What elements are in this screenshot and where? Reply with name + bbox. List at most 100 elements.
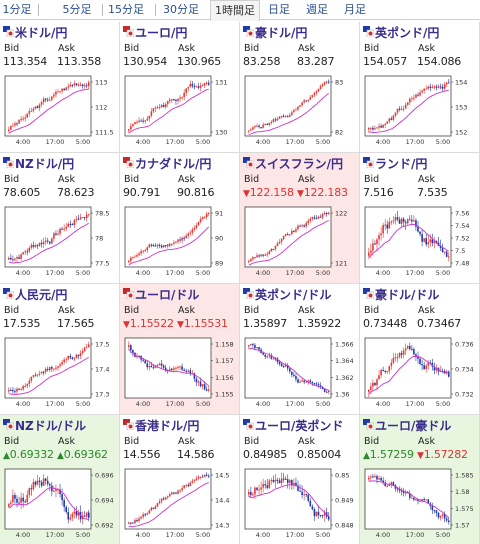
rate-tile[interactable]: 香港ドル/円 Bid Ask 14.556 14.586 14.5 14.4 14.3 4:00… bbox=[120, 415, 239, 544]
candlestick-chart[interactable]: 91 90 89 4:00 17:00 5:00 bbox=[123, 203, 236, 283]
currency-pair-link[interactable]: ランド/円 bbox=[375, 157, 428, 171]
plot-area bbox=[364, 75, 452, 137]
rate-tile[interactable]: ユーロ/豪ドル Bid Ask ▲1.57259 ▼1.57282 1.585 1.58 1.… bbox=[360, 415, 479, 544]
candlestick-chart[interactable]: 0.696 0.694 0.692 4:00 17:00 5:00 bbox=[3, 465, 116, 544]
currency-pair-link[interactable]: NZドル/ドル bbox=[15, 419, 87, 433]
bid-price-value: 122.158 bbox=[249, 186, 294, 199]
candle-body bbox=[291, 371, 293, 375]
tab-1hour[interactable]: 1時間足 bbox=[210, 0, 260, 21]
rate-tile[interactable]: ユーロ/ドル Bid Ask ▼1.15522 ▼1.15531 1.158 1.157 1.… bbox=[120, 284, 239, 414]
x-tick-label: 17:00 bbox=[166, 269, 185, 277]
currency-pair-link[interactable]: 豪ドル/円 bbox=[255, 26, 308, 40]
candle-body bbox=[282, 116, 285, 118]
currency-pair-link[interactable]: 米ドル/円 bbox=[15, 26, 68, 40]
candlestick-chart[interactable]: 122 121 4:00 17:00 5:00 bbox=[243, 203, 356, 283]
candle-body bbox=[61, 494, 63, 501]
currency-pair-link[interactable]: 香港ドル/円 bbox=[135, 419, 200, 433]
candlestick-chart[interactable]: 1.366 1.364 1.362 1.36 4:00 17:00 5:00 bbox=[243, 334, 356, 414]
candlestick-chart[interactable]: 1.585 1.58 1.575 1.57 4:00 17:00 5:00 bbox=[363, 465, 476, 544]
candlestick-chart[interactable]: 14.5 14.4 14.3 4:00 17:00 5:00 bbox=[123, 465, 236, 544]
tab-weekly[interactable]: 週足 bbox=[306, 3, 328, 16]
candle-body bbox=[46, 368, 49, 371]
currency-pair-link[interactable]: カナダドル/円 bbox=[135, 157, 212, 171]
candle-body bbox=[59, 364, 61, 367]
candle-body bbox=[309, 218, 312, 221]
candle-body bbox=[325, 81, 328, 83]
rate-tile[interactable]: ユーロ/英ポンド Bid Ask 0.84985 0.85004 0.85 0.849 0.8… bbox=[240, 415, 359, 544]
candle-body bbox=[40, 102, 43, 105]
tab-1min[interactable]: 1分足 bbox=[2, 3, 32, 16]
tab-5min[interactable]: 5分足 bbox=[62, 3, 92, 16]
candle-body bbox=[248, 345, 250, 347]
currency-pair-link[interactable]: 英ポンド/ドル bbox=[255, 288, 332, 302]
candlestick-chart[interactable]: 1.158 1.157 1.156 1.155 4:00 17:00 5:00 bbox=[123, 334, 236, 414]
candlestick-chart[interactable]: 154 153 152 4:00 17:00 5:00 bbox=[363, 72, 476, 152]
candlestick-chart[interactable]: 7.56 7.54 7.52 7.5 7.48 4:00 17:00 5:00 bbox=[363, 203, 476, 283]
candlestick-chart[interactable]: 0.736 0.734 0.732 4:00 17:00 5:00 bbox=[363, 334, 476, 414]
tab-daily[interactable]: 日足 bbox=[268, 3, 290, 16]
rate-tile[interactable]: NZドル/ドル Bid Ask ▲0.69332 ▲0.69362 0.696 0.694 0… bbox=[0, 415, 119, 544]
currency-pair-link[interactable]: 豪ドル/ドル bbox=[375, 288, 440, 302]
candlestick-chart[interactable]: 0.85 0.849 0.848 4:00 17:00 5:00 bbox=[243, 465, 356, 544]
currency-pair-link[interactable]: 人民元/円 bbox=[15, 288, 68, 302]
currency-pair-link[interactable]: ユーロ/英ポンド bbox=[255, 419, 344, 433]
candle-body bbox=[187, 484, 190, 487]
currency-pair-link[interactable]: ユーロ/豪ドル bbox=[375, 419, 452, 433]
rate-tile[interactable]: ランド/円 Bid Ask 7.516 7.535 7.56 7.54 7.52 7.5 7.48… bbox=[360, 153, 479, 283]
rate-tile[interactable]: カナダドル/円 Bid Ask 90.791 90.816 91 90 89 4:00 17:00… bbox=[120, 153, 239, 283]
bid-label: Bid bbox=[124, 436, 140, 447]
candle-body bbox=[266, 254, 269, 256]
rate-tile[interactable]: 人民元/円 Bid Ask 17.535 17.565 17.5 17.4 17.3 4:00 1… bbox=[0, 284, 119, 414]
candlestick-chart[interactable]: 17.5 17.4 17.3 4:00 17:00 5:00 bbox=[3, 334, 116, 414]
currency-pair-link[interactable]: ユーロ/ドル bbox=[135, 288, 200, 302]
plot-area bbox=[244, 206, 332, 268]
candle-body bbox=[270, 248, 273, 252]
candle-body bbox=[396, 357, 399, 359]
bid-label: Bid bbox=[364, 305, 380, 316]
candle-body bbox=[394, 217, 397, 221]
candle-body bbox=[311, 217, 314, 219]
candle-body bbox=[305, 100, 307, 102]
rate-tile[interactable]: 米ドル/円 Bid Ask 113.354 113.358 113 112 111.5 4:00… bbox=[0, 22, 119, 152]
rate-tile[interactable]: ユーロ/円 Bid Ask 130.954 130.965 131 130 4:00 17:00… bbox=[120, 22, 239, 152]
candle-body bbox=[447, 520, 450, 523]
candlestick-chart[interactable]: 83 82 4:00 17:00 5:00 bbox=[243, 72, 356, 152]
currency-pair-link[interactable]: NZドル/円 bbox=[15, 157, 75, 171]
candlestick-chart[interactable]: 131 130 4:00 17:00 5:00 bbox=[123, 72, 236, 152]
candle-body bbox=[380, 125, 382, 128]
currency-pair-link[interactable]: ユーロ/円 bbox=[135, 26, 188, 40]
rate-tile[interactable]: 英ポンド/ドル Bid Ask 1.35897 1.35922 1.366 1.364 1.3… bbox=[240, 284, 359, 414]
candle-body bbox=[130, 257, 132, 262]
y-tick-label: 1.585 bbox=[455, 472, 474, 480]
candle-body bbox=[156, 244, 159, 247]
tab-15min[interactable]: 15分足 bbox=[108, 3, 144, 16]
candlestick-chart[interactable]: 113 112 111.5 4:00 17:00 5:00 bbox=[3, 72, 116, 152]
candle-body bbox=[374, 382, 376, 386]
y-tick-label: 154 bbox=[455, 79, 467, 87]
rate-tile[interactable]: スイスフラン/円 Bid Ask ▼122.158 ▼122.183 122 121 4:00… bbox=[240, 153, 359, 283]
currency-pair-link[interactable]: スイスフラン/円 bbox=[255, 157, 344, 171]
ask-label: Ask bbox=[178, 305, 195, 316]
candle-body bbox=[254, 344, 256, 349]
candle-body bbox=[315, 217, 318, 219]
candle-body bbox=[154, 107, 157, 109]
ask-price: ▲0.69362 bbox=[57, 448, 108, 461]
candle-body bbox=[169, 368, 171, 371]
rate-tile[interactable]: 豪ドル/ドル Bid Ask 0.73448 0.73467 0.736 0.734 0.73… bbox=[360, 284, 479, 414]
candle-body bbox=[148, 115, 151, 119]
candle-body bbox=[183, 369, 185, 371]
rate-tile[interactable]: 英ポンド/円 Bid Ask 154.057 154.086 154 153 152 4:00 1… bbox=[360, 22, 479, 152]
candlestick-chart[interactable]: 78.5 78 77.5 4:00 17:00 5:00 bbox=[3, 203, 116, 283]
currency-pair-link[interactable]: 英ポンド/円 bbox=[375, 26, 440, 40]
tab-monthly[interactable]: 月足 bbox=[344, 3, 366, 16]
candle-body bbox=[439, 86, 442, 88]
tab-separator bbox=[102, 4, 103, 16]
tab-30min[interactable]: 30分足 bbox=[163, 3, 199, 16]
y-tick-label: 0.694 bbox=[95, 497, 114, 505]
y-tick-label: 0.848 bbox=[335, 522, 354, 530]
y-tick-label: 1.366 bbox=[335, 341, 354, 349]
rate-tile[interactable]: NZドル/円 Bid Ask 78.605 78.623 78.5 78 77.5 4:00 17… bbox=[0, 153, 119, 283]
candle-body bbox=[69, 223, 72, 225]
rate-tile[interactable]: 豪ドル/円 Bid Ask 83.258 83.287 83 82 4:00 17:00 5:00 bbox=[240, 22, 359, 152]
candle-body bbox=[55, 489, 57, 491]
